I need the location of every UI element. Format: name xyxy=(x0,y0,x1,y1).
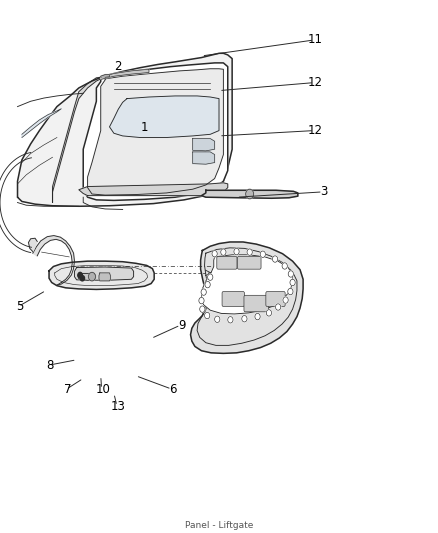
Polygon shape xyxy=(193,152,215,164)
Text: 11: 11 xyxy=(308,34,323,46)
Polygon shape xyxy=(18,53,232,206)
Polygon shape xyxy=(191,242,303,353)
Circle shape xyxy=(247,249,252,255)
Text: 5: 5 xyxy=(16,300,23,313)
Polygon shape xyxy=(78,273,95,280)
Circle shape xyxy=(272,256,278,262)
Circle shape xyxy=(288,271,293,277)
Text: 9: 9 xyxy=(178,319,186,332)
Polygon shape xyxy=(201,190,298,198)
Polygon shape xyxy=(79,183,228,196)
Polygon shape xyxy=(53,77,105,203)
Text: 7: 7 xyxy=(64,383,72,395)
Circle shape xyxy=(200,306,205,312)
Text: 12: 12 xyxy=(308,124,323,137)
Circle shape xyxy=(212,251,217,257)
Circle shape xyxy=(215,316,220,322)
Circle shape xyxy=(80,276,85,281)
Text: 13: 13 xyxy=(111,400,126,413)
Polygon shape xyxy=(83,63,228,200)
Circle shape xyxy=(205,312,210,319)
Text: 1: 1 xyxy=(141,122,148,134)
Text: 6: 6 xyxy=(169,383,177,395)
Polygon shape xyxy=(101,69,149,79)
Polygon shape xyxy=(49,261,154,289)
Polygon shape xyxy=(74,267,134,280)
FancyBboxPatch shape xyxy=(244,295,268,312)
Polygon shape xyxy=(201,255,293,314)
Circle shape xyxy=(260,251,265,257)
Text: Panel - Liftgate: Panel - Liftgate xyxy=(185,521,253,529)
FancyBboxPatch shape xyxy=(222,292,244,306)
FancyBboxPatch shape xyxy=(237,256,261,269)
Polygon shape xyxy=(110,96,219,138)
Circle shape xyxy=(266,310,272,316)
Circle shape xyxy=(234,248,239,255)
Circle shape xyxy=(290,279,295,286)
Polygon shape xyxy=(33,236,74,285)
Circle shape xyxy=(201,289,206,295)
FancyBboxPatch shape xyxy=(217,256,237,269)
Circle shape xyxy=(246,189,254,199)
Circle shape xyxy=(276,304,281,310)
Circle shape xyxy=(199,297,204,304)
Circle shape xyxy=(78,272,82,278)
Circle shape xyxy=(288,288,293,295)
Circle shape xyxy=(208,274,213,280)
Polygon shape xyxy=(99,273,110,281)
Circle shape xyxy=(242,316,247,322)
Text: 12: 12 xyxy=(308,76,323,89)
Circle shape xyxy=(283,297,288,303)
Text: 3: 3 xyxy=(321,185,328,198)
Text: 2: 2 xyxy=(114,60,122,73)
Circle shape xyxy=(228,317,233,323)
Polygon shape xyxy=(22,109,61,138)
Polygon shape xyxy=(88,69,223,195)
Circle shape xyxy=(282,263,287,269)
Polygon shape xyxy=(28,238,37,252)
Text: 10: 10 xyxy=(95,383,110,395)
Polygon shape xyxy=(193,139,215,151)
Circle shape xyxy=(88,272,95,281)
Polygon shape xyxy=(101,75,110,77)
Circle shape xyxy=(221,249,226,255)
FancyBboxPatch shape xyxy=(266,292,285,306)
Text: 8: 8 xyxy=(47,359,54,372)
Circle shape xyxy=(255,313,260,320)
Circle shape xyxy=(205,281,210,288)
